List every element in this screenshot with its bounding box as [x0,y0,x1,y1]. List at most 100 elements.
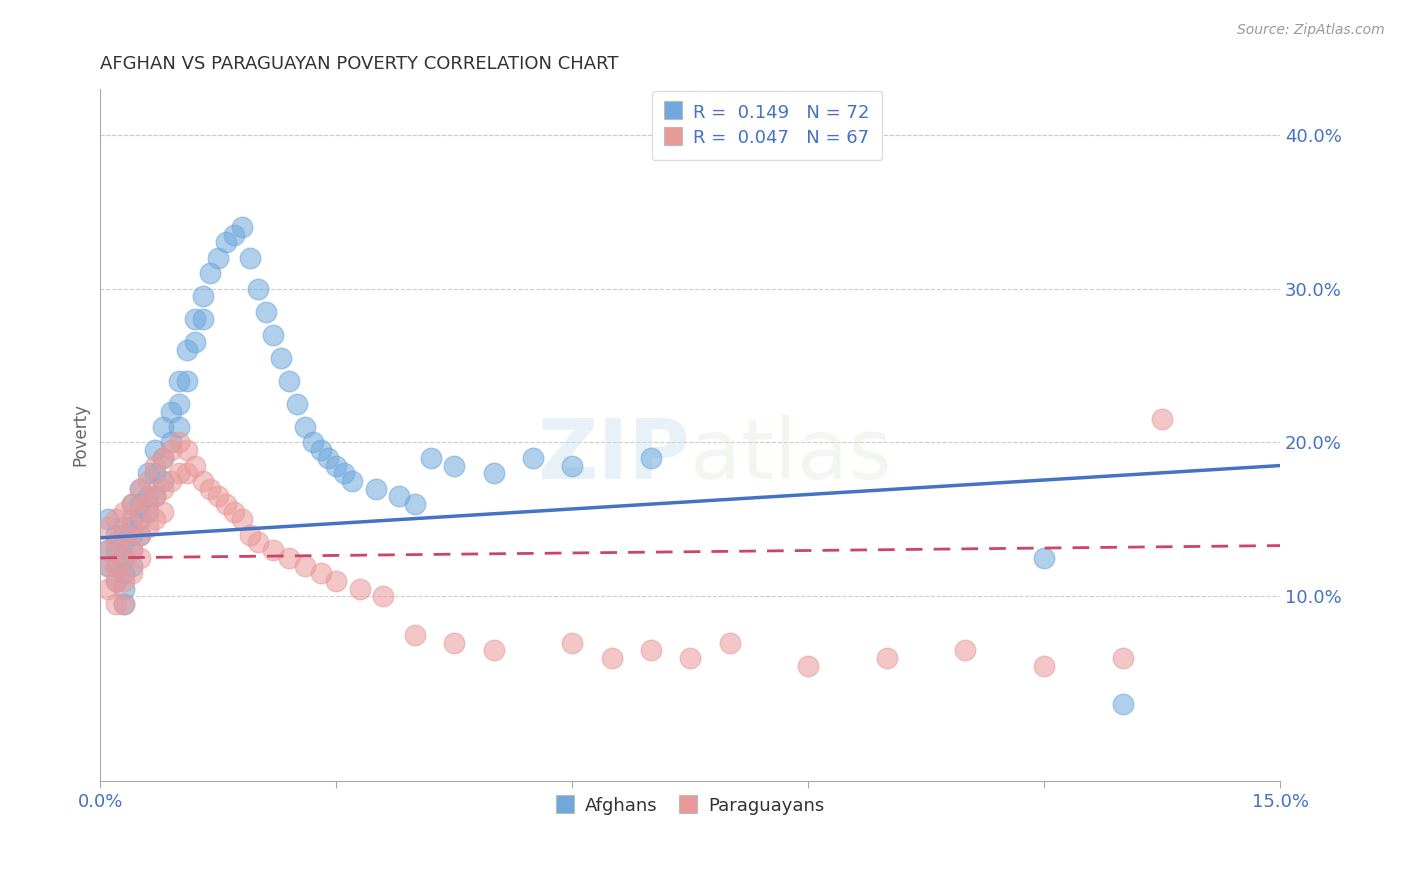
Point [254,304,277,318]
Point [207,489,229,503]
Point [262,327,284,342]
Point [152,474,174,488]
Point [176,467,198,481]
Point [128,528,150,542]
Point [561,458,583,473]
Point [183,312,205,326]
Point [112,582,135,596]
Point [121,566,143,581]
Point [876,651,898,665]
Point [167,467,190,481]
Point [191,289,214,303]
Point [112,535,135,549]
Point [167,374,190,388]
Point [145,467,167,481]
Point [105,543,128,558]
Point [105,512,128,526]
Point [301,435,323,450]
Point [105,558,128,573]
Point [97,543,120,558]
Point [191,312,214,326]
Point [325,458,347,473]
Point [105,574,128,588]
Point [121,543,143,558]
Point [200,266,222,280]
Point [955,643,977,657]
Point [1033,658,1056,673]
Point [285,397,308,411]
Point [112,574,135,588]
Point [443,635,465,649]
Point [121,497,143,511]
Point [1112,651,1135,665]
Point [128,482,150,496]
Point [160,405,183,419]
Point [207,251,229,265]
Point [105,558,128,573]
Point [325,574,347,588]
Point [419,450,441,465]
Text: Source: ZipAtlas.com: Source: ZipAtlas.com [1237,23,1385,37]
Point [128,482,150,496]
Point [167,397,190,411]
Point [136,467,159,481]
Point [309,566,332,581]
Point [404,497,426,511]
Point [278,374,301,388]
Point [222,227,245,242]
Point [121,558,143,573]
Text: ZIP: ZIP [537,415,690,496]
Point [136,497,159,511]
Point [183,458,205,473]
Point [340,474,363,488]
Point [145,458,167,473]
Point [246,282,269,296]
Point [443,458,465,473]
Point [121,543,143,558]
Point [112,505,135,519]
Point [482,643,505,657]
Point [112,550,135,565]
Point [128,497,150,511]
Point [318,450,340,465]
Point [112,597,135,611]
Point [121,512,143,526]
Point [176,374,198,388]
Point [294,420,316,434]
Point [797,658,820,673]
Point [333,467,356,481]
Point [215,235,238,250]
Point [246,535,269,549]
Text: atlas: atlas [690,415,891,496]
Point [404,628,426,642]
Point [97,558,120,573]
Point [239,528,262,542]
Point [294,558,316,573]
Point [167,420,190,434]
Point [145,489,167,503]
Point [160,443,183,458]
Point [145,512,167,526]
Point [152,420,174,434]
Point [160,474,183,488]
Point [1112,697,1135,711]
Point [278,550,301,565]
Point [105,574,128,588]
Point [160,435,183,450]
Point [112,566,135,581]
Point [1152,412,1174,426]
Point [309,443,332,458]
Point [191,474,214,488]
Point [482,467,505,481]
Point [128,505,150,519]
Point [262,543,284,558]
Point [128,550,150,565]
Point [97,582,120,596]
Legend: Afghans, Paraguayans: Afghans, Paraguayans [547,788,834,824]
Point [121,497,143,511]
Point [388,489,411,503]
Point [145,443,167,458]
Point [105,535,128,549]
Point [152,482,174,496]
Point [145,489,167,503]
